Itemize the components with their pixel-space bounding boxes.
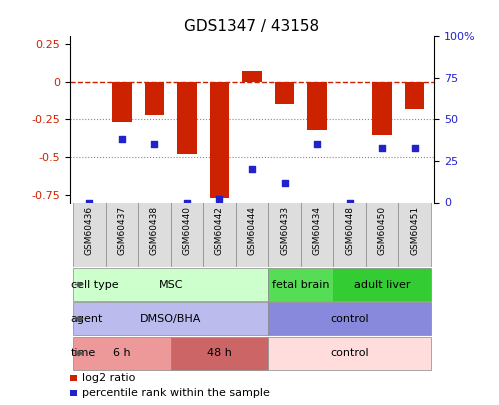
Bar bbox=[333, 268, 431, 301]
Text: GSM60448: GSM60448 bbox=[345, 206, 354, 255]
Bar bbox=[301, 202, 333, 267]
Text: agent: agent bbox=[70, 314, 103, 324]
Text: percentile rank within the sample: percentile rank within the sample bbox=[82, 388, 270, 398]
Point bbox=[248, 166, 256, 173]
Text: MSC: MSC bbox=[159, 279, 183, 290]
Text: GSM60442: GSM60442 bbox=[215, 206, 224, 255]
Point bbox=[411, 145, 419, 151]
Bar bbox=[210, 82, 229, 198]
Point bbox=[378, 145, 386, 151]
Bar bbox=[366, 202, 398, 267]
Text: GSM60438: GSM60438 bbox=[150, 206, 159, 255]
Bar bbox=[242, 71, 262, 82]
Bar bbox=[177, 82, 197, 154]
Text: fetal brain: fetal brain bbox=[272, 279, 329, 290]
Point bbox=[216, 196, 224, 202]
Text: GSM60437: GSM60437 bbox=[117, 206, 126, 255]
Text: DMSO/BHA: DMSO/BHA bbox=[140, 314, 202, 324]
Text: GSM60436: GSM60436 bbox=[85, 206, 94, 255]
Bar bbox=[145, 82, 164, 115]
Bar bbox=[236, 202, 268, 267]
Bar bbox=[275, 82, 294, 104]
Point bbox=[183, 199, 191, 206]
Text: GSM60451: GSM60451 bbox=[410, 206, 419, 255]
Bar bbox=[73, 202, 106, 267]
Bar bbox=[405, 82, 424, 109]
Bar bbox=[138, 202, 171, 267]
Text: GSM60433: GSM60433 bbox=[280, 206, 289, 255]
Point bbox=[85, 199, 93, 206]
Bar bbox=[203, 202, 236, 267]
Bar bbox=[268, 337, 431, 370]
Point bbox=[118, 136, 126, 143]
Text: time: time bbox=[70, 348, 96, 358]
Bar bbox=[268, 303, 431, 335]
Point bbox=[280, 179, 288, 186]
Text: 6 h: 6 h bbox=[113, 348, 131, 358]
Bar bbox=[73, 268, 268, 301]
Bar bbox=[398, 202, 431, 267]
Text: GSM60450: GSM60450 bbox=[378, 206, 387, 255]
Bar bbox=[73, 337, 171, 370]
Text: cell type: cell type bbox=[70, 279, 118, 290]
Bar bbox=[171, 202, 203, 267]
Text: control: control bbox=[330, 314, 369, 324]
Title: GDS1347 / 43158: GDS1347 / 43158 bbox=[185, 19, 319, 34]
Text: GSM60434: GSM60434 bbox=[312, 206, 321, 255]
Bar bbox=[106, 202, 138, 267]
Bar bbox=[73, 303, 268, 335]
Point bbox=[150, 141, 158, 148]
Bar bbox=[333, 202, 366, 267]
Text: adult liver: adult liver bbox=[354, 279, 410, 290]
Point bbox=[313, 141, 321, 148]
Text: control: control bbox=[330, 348, 369, 358]
Bar bbox=[112, 82, 132, 122]
Text: log2 ratio: log2 ratio bbox=[82, 373, 136, 383]
Point bbox=[346, 199, 354, 206]
Bar bbox=[307, 82, 327, 130]
Text: GSM60444: GSM60444 bbox=[248, 206, 256, 255]
Bar bbox=[268, 202, 301, 267]
Text: GSM60440: GSM60440 bbox=[183, 206, 192, 255]
Text: 48 h: 48 h bbox=[207, 348, 232, 358]
Bar bbox=[372, 82, 392, 134]
Bar bbox=[268, 268, 333, 301]
Bar bbox=[171, 337, 268, 370]
